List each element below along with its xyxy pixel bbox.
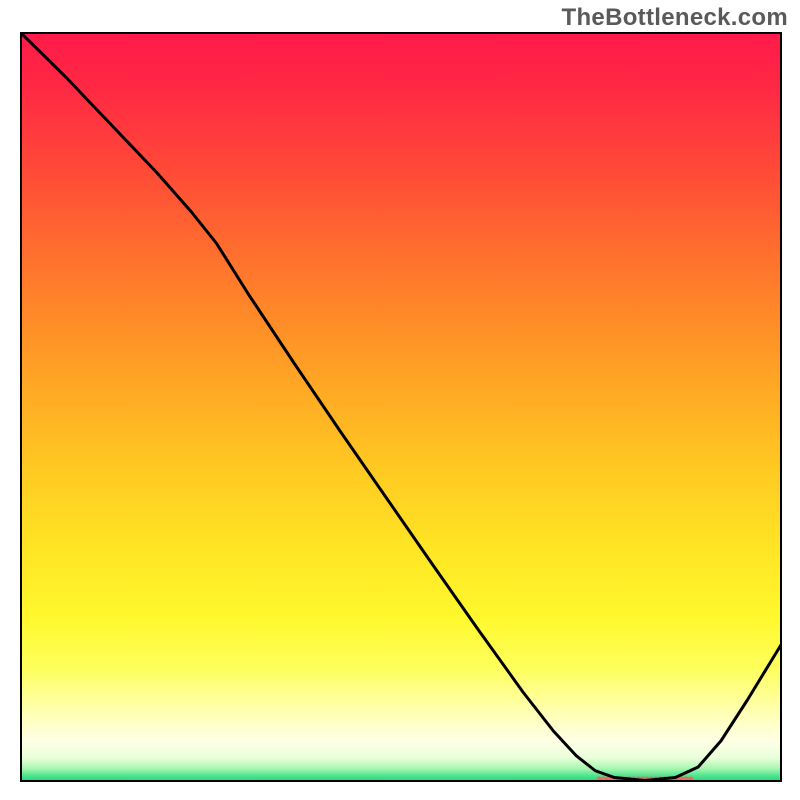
plot-area (20, 32, 782, 782)
bottleneck-chart: TheBottleneck.com (0, 0, 800, 800)
watermark-label: TheBottleneck.com (562, 4, 788, 32)
gradient-background (20, 32, 782, 782)
